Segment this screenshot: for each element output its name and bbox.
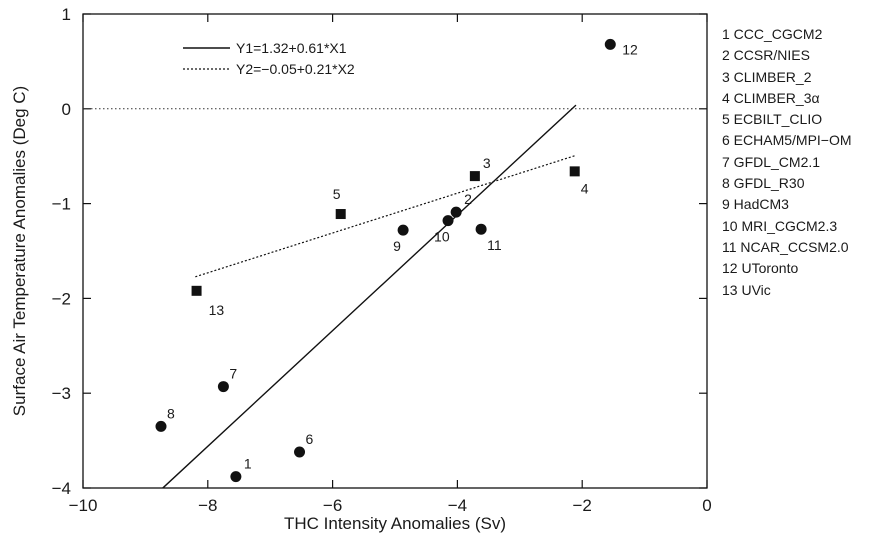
x-tick-label: −2 [573,496,592,515]
model-item: 4 CLIMBER_3α [722,89,820,106]
point-label-10: 10 [434,229,450,245]
model-item: 3 CLIMBER_2 [722,68,812,85]
x-tick-label: −6 [323,496,342,515]
point-label-5: 5 [333,186,341,202]
fit-line-2 [195,155,575,278]
y-tick-label: −2 [52,289,71,308]
x-tick-label: −4 [448,496,467,515]
plot-frame [82,13,708,489]
point-label-2: 2 [464,191,472,207]
model-item: 8 GFDL_R30 [722,175,805,192]
data-point-9 [397,224,409,236]
model-item: 9 HadCM3 [722,196,789,213]
point-label-3: 3 [483,155,491,171]
point-label-13: 13 [209,302,225,318]
x-tick-label: 0 [702,496,711,515]
point-label-4: 4 [581,180,589,196]
point-label-7: 7 [229,366,237,382]
data-point-5 [335,209,346,220]
model-item: 12 UToronto [722,260,799,277]
point-label-12: 12 [622,41,638,57]
y-tick-label: −4 [52,479,71,498]
data-point-11 [475,223,487,235]
point-label-6: 6 [306,431,314,447]
model-item: 6 ECHAM5/MPI−OM [722,132,852,149]
y-tick-label: −1 [52,195,71,214]
data-point-8 [155,420,167,432]
fit-line-1 [162,104,577,489]
model-item: 10 MRI_CGCM2.3 [722,217,838,234]
x-tick-label: −8 [198,496,217,515]
model-item: 11 NCAR_CCSM2.0 [722,238,849,255]
model-item: 13 UVic [722,281,771,298]
point-label-8: 8 [167,405,175,421]
point-label-11: 11 [487,237,502,253]
model-item: 1 CCC_CGCM2 [722,26,823,42]
data-point-10 [442,215,454,227]
y-tick-label: −3 [52,384,71,403]
data-point-2 [450,206,462,218]
data-point-1 [230,471,242,483]
point-label-1: 1 [244,456,252,472]
data-point-3 [469,171,480,182]
x-tick-label: −10 [69,496,98,515]
point-label-9: 9 [393,238,401,254]
y-tick-label: 0 [62,100,71,119]
legend-label: Y2=−0.05+0.21*X2 [236,61,355,77]
data-point-6 [294,446,306,458]
data-point-13 [191,285,202,296]
model-item: 5 ECBILT_CLIO [722,111,823,128]
x-axis-title: THC Intensity Anomalies (Sv) [284,514,506,533]
data-point-4 [569,166,580,177]
legend-label: Y1=1.32+0.61*X1 [236,40,347,56]
data-point-7 [217,381,229,393]
model-item: 7 GFDL_CM2.1 [722,153,821,170]
y-tick-label: 1 [62,5,71,24]
y-axis-title: Surface Air Temperature Anomalies (Deg C… [10,86,29,416]
model-item: 2 CCSR/NIES [722,47,810,64]
model-list: 1 CCC_CGCM2 2 CCSR/NIES 3 CLIMBER_2 4 CL… [722,24,878,301]
data-point-12 [604,38,616,50]
